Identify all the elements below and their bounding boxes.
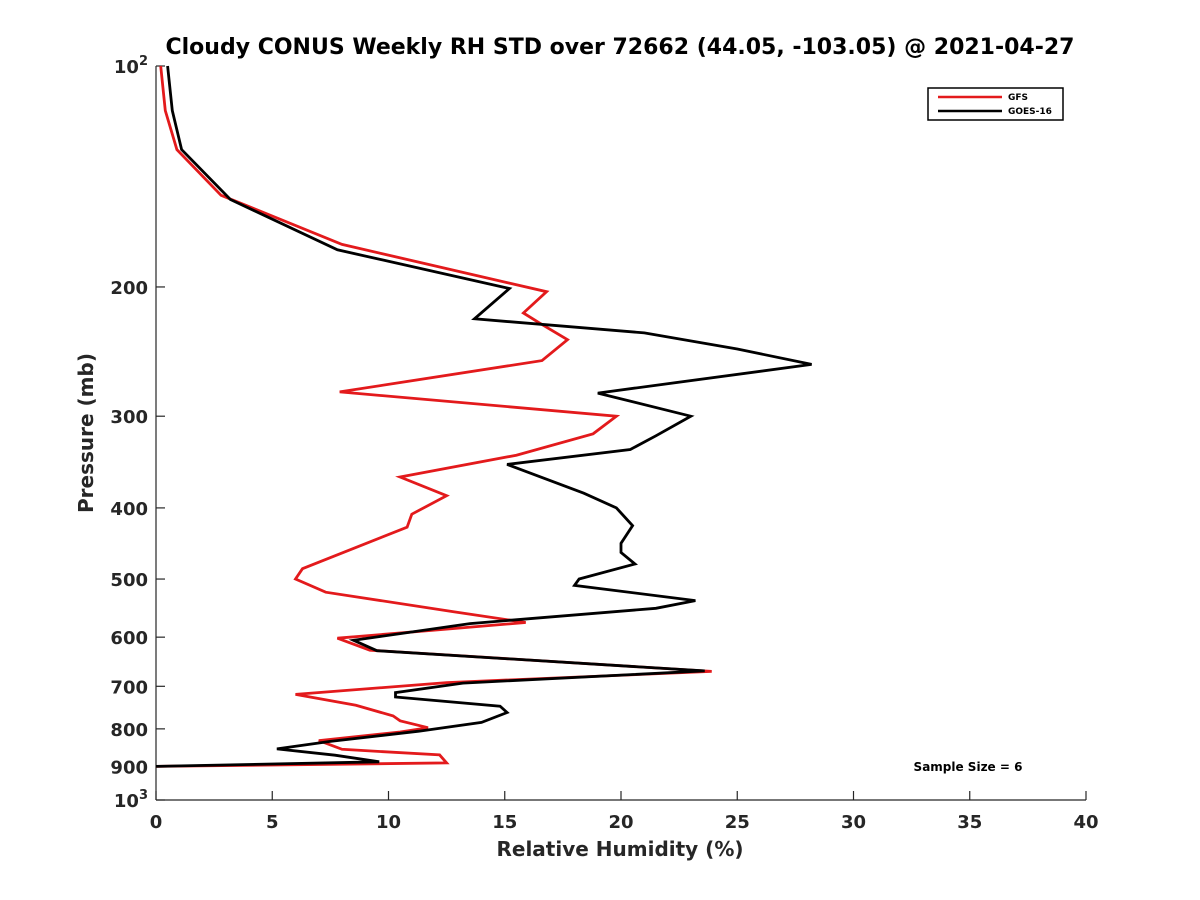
y-tick-exponent: 3 bbox=[139, 788, 148, 803]
plot-area: 0 5 10 15 20 25 30 35 40 10220030040050060070080… bbox=[110, 54, 1098, 833]
x-axis-label: Relative Humidity (%) bbox=[496, 837, 743, 861]
x-tick-label: 30 bbox=[841, 812, 866, 833]
y-tick-base: 10 bbox=[114, 791, 139, 812]
x-tick-label: 25 bbox=[725, 812, 750, 833]
legend-label-gfs: GFS bbox=[1008, 93, 1028, 103]
y-tick-label: 300 bbox=[110, 407, 148, 428]
x-tick-label: 40 bbox=[1073, 812, 1098, 833]
y-tick-base: 10 bbox=[114, 57, 139, 78]
y-tick-exponent: 2 bbox=[139, 54, 148, 69]
x-tick-group: 0 5 10 15 20 25 30 35 40 bbox=[150, 791, 1099, 833]
y-tick-label: 200 bbox=[110, 278, 148, 299]
y-tick-label: 400 bbox=[110, 499, 148, 520]
x-tick-label: 35 bbox=[957, 812, 982, 833]
x-tick-label: 10 bbox=[376, 812, 401, 833]
goes16-line bbox=[155, 65, 812, 768]
x-tick-label: 15 bbox=[492, 812, 517, 833]
x-tick-label: 20 bbox=[608, 812, 633, 833]
y-tick-label: 800 bbox=[110, 720, 148, 741]
y-tick-label: 103 bbox=[114, 788, 148, 812]
y-tick-label: 900 bbox=[110, 757, 148, 778]
y-tick-label: 700 bbox=[110, 677, 148, 698]
y-tick-label: 102 bbox=[114, 54, 148, 78]
gfs-line bbox=[155, 65, 712, 768]
sample-size-annotation: Sample Size = 6 bbox=[914, 760, 1023, 774]
chart-title: Cloudy CONUS Weekly RH STD over 72662 (4… bbox=[166, 35, 1075, 60]
y-tick-label: 500 bbox=[110, 570, 148, 591]
x-tick-label: 5 bbox=[266, 812, 279, 833]
series-lines bbox=[155, 65, 812, 768]
x-tick-label: 0 bbox=[150, 812, 163, 833]
y-tick-label: 600 bbox=[110, 628, 148, 649]
legend: GFS GOES-16 bbox=[927, 87, 1064, 121]
y-axis-label: Pressure (mb) bbox=[74, 353, 98, 513]
legend-label-goes16: GOES-16 bbox=[1008, 107, 1052, 117]
legend-box bbox=[927, 87, 1064, 121]
